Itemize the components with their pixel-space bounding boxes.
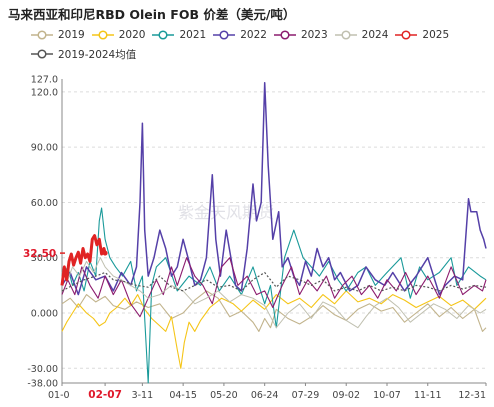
x-tick-label: 11-11 — [414, 390, 442, 401]
current-value-label: 32.50 — [23, 248, 65, 260]
x-tick-label: 09-02 — [332, 390, 360, 401]
series-line-2019-2024均值 — [61, 271, 487, 292]
x-tick-label: 05-20 — [210, 390, 238, 401]
axes — [61, 79, 487, 386]
legend-item-2022[interactable]: 2022 — [212, 28, 267, 42]
x-tick-label: 07-29 — [292, 390, 320, 401]
legend-swatch-icon — [334, 30, 357, 40]
y-tick-label: 30.00 — [31, 253, 58, 264]
legend-label: 2021 — [179, 29, 207, 41]
x-tick-label: 12-31 — [458, 390, 486, 401]
chart-title: 马来西亚和印尼RBD Olein FOB 价差（美元/吨） — [8, 7, 296, 22]
series-line-2024 — [61, 257, 487, 329]
legend-item-2020[interactable]: 2020 — [91, 28, 146, 42]
legend-item-2019[interactable]: 2019 — [30, 28, 85, 42]
legend-label: 2019 — [58, 29, 85, 41]
y-tick-label: 120.0 — [31, 87, 58, 98]
legend-swatch-icon — [31, 30, 53, 40]
x-tick-label: 01-0 — [48, 390, 70, 401]
y-tick-label: -30.00 — [27, 364, 58, 375]
legend-item-2021[interactable]: 2021 — [151, 28, 206, 42]
y-tick-label: 0.000 — [31, 308, 58, 319]
y-tick-label: 60.00 — [31, 198, 58, 209]
x-tick-label: 02-07 — [88, 389, 122, 401]
legend-label: 2019-2024均值 — [58, 48, 137, 61]
series-line-2023 — [61, 257, 487, 318]
legend-swatch-icon — [213, 30, 236, 40]
series-line-2022 — [61, 81, 487, 296]
legend-label: 2020 — [118, 29, 146, 41]
legend-swatch-icon — [31, 49, 53, 59]
y-tick-label: 127.0 — [31, 75, 58, 86]
x-tick-label: 04-15 — [169, 390, 197, 401]
legend-item-2019-2024均值[interactable]: 2019-2024均值 — [30, 47, 136, 61]
legend: 2019 2020 2021 2022 2023 2024 2025 2019-2024均值 — [30, 26, 485, 64]
legend-label: 2025 — [422, 29, 450, 41]
legend-swatch-icon — [395, 30, 418, 40]
y-tick-label: -38.00 — [27, 379, 58, 390]
legend-swatch-icon — [273, 30, 296, 40]
series-end-point — [102, 250, 108, 256]
legend-label: 2023 — [300, 29, 328, 41]
legend-swatch-icon — [152, 30, 175, 40]
series-layer — [60, 81, 487, 384]
gridlines — [62, 91, 486, 369]
current-value-text: 32.50 — [23, 248, 56, 260]
y-tick-label: 90.00 — [31, 143, 58, 154]
legend-label: 2024 — [361, 29, 389, 41]
series-line-2020 — [61, 290, 487, 369]
series-line-2019 — [61, 290, 487, 332]
legend-label: 2022 — [240, 29, 267, 41]
x-tick-label: 3-11 — [132, 390, 154, 401]
x-tick-label: 06-24 — [251, 390, 279, 401]
legend-item-2025[interactable]: 2025 — [394, 28, 449, 42]
legend-item-2024[interactable]: 2024 — [334, 28, 389, 42]
series-line-2025 — [60, 234, 107, 286]
legend-swatch-icon — [91, 30, 114, 40]
x-tick-label: 10-07 — [373, 390, 401, 401]
legend-item-2023[interactable]: 2023 — [273, 28, 328, 42]
